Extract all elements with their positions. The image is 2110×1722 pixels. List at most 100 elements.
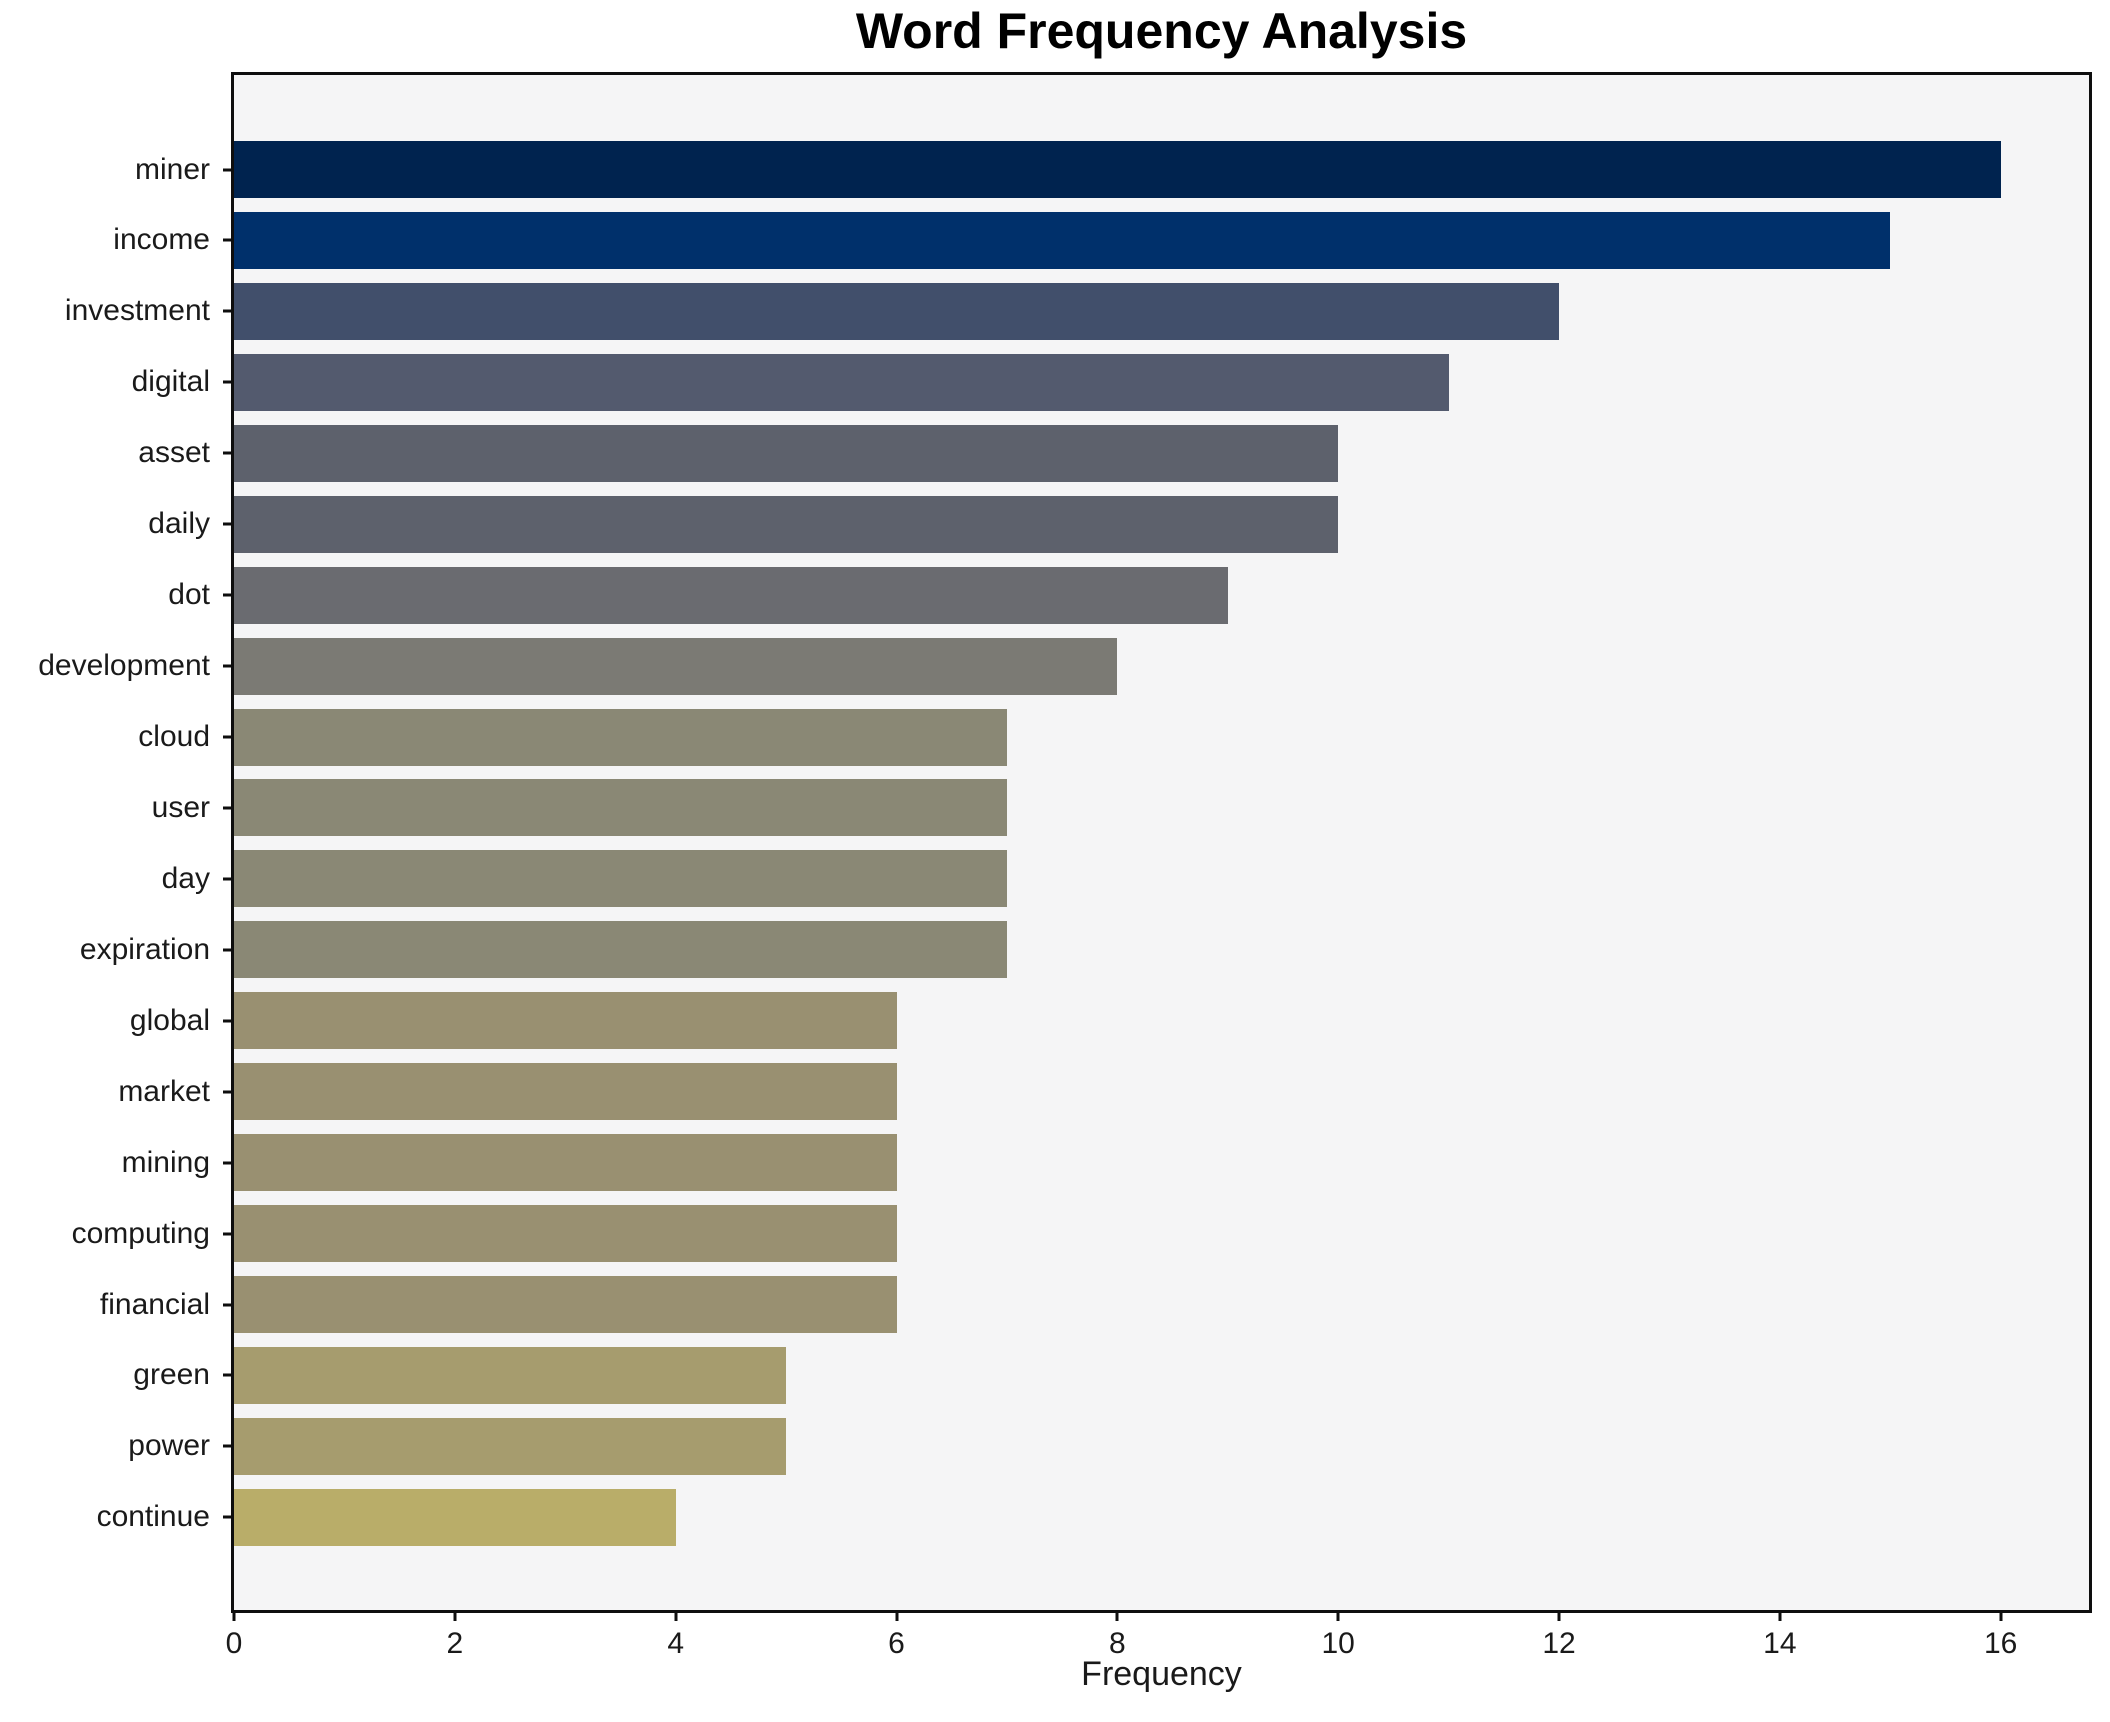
chart-title: Word Frequency Analysis <box>855 3 1468 59</box>
frequency-bar <box>234 1276 897 1333</box>
x-tick-mark <box>1999 1610 2003 1621</box>
frequency-bar <box>234 495 1339 553</box>
y-tick-mark <box>223 1303 234 1306</box>
bar-row: income <box>113 211 2089 269</box>
frequency-bar <box>234 1134 897 1192</box>
x-tick-mark <box>232 1610 236 1621</box>
y-tick-mark <box>223 1161 234 1165</box>
bar-row: investment <box>65 282 2089 340</box>
y-tick-mark <box>223 735 234 739</box>
x-axis-title: Frequency <box>1081 1655 1242 1693</box>
y-tick-mark <box>223 168 234 171</box>
bar-row: market <box>118 1063 2089 1121</box>
y-tick-mark <box>223 877 234 881</box>
frequency-bar <box>234 1488 676 1546</box>
y-tick-mark <box>223 1232 234 1236</box>
y-axis-label: financial <box>99 1287 210 1321</box>
x-tick-label: 14 <box>1763 1627 1797 1660</box>
y-axis-label: mining <box>121 1145 210 1179</box>
y-tick-mark <box>223 309 234 313</box>
bar-row: daily <box>148 495 2089 553</box>
y-axis-label: user <box>151 790 210 824</box>
frequency-bar <box>234 850 1007 908</box>
bar-row: miner <box>135 141 2089 198</box>
y-axis-label: income <box>113 223 210 257</box>
frequency-bar <box>234 566 1228 624</box>
y-axis-label: digital <box>131 365 210 399</box>
frequency-bar <box>234 1346 787 1404</box>
y-axis-label: expiration <box>79 932 210 966</box>
x-tick-label: 2 <box>446 1627 464 1660</box>
y-axis-label: daily <box>148 507 210 541</box>
y-axis-label: global <box>129 1003 210 1037</box>
frequency-bar <box>234 708 1007 766</box>
y-axis-label: cloud <box>138 720 210 753</box>
y-tick-mark <box>223 593 234 597</box>
y-tick-mark <box>223 1515 234 1519</box>
frequency-bar <box>234 141 2001 198</box>
frequency-bar <box>234 992 897 1050</box>
y-tick-mark <box>223 1373 234 1377</box>
bar-row: cloud <box>138 708 2089 766</box>
y-tick-mark <box>223 1444 234 1448</box>
x-tick-label: 10 <box>1321 1627 1355 1660</box>
y-axis-label: asset <box>138 436 210 470</box>
frequency-bar <box>234 1063 897 1121</box>
bar-row: expiration <box>80 921 2089 979</box>
bar-row: continue <box>97 1488 2089 1546</box>
y-axis-label: development <box>38 649 210 683</box>
y-tick-mark <box>223 380 234 384</box>
y-tick-mark <box>223 451 234 455</box>
x-tick-label: 8 <box>1108 1627 1126 1660</box>
bar-row: power <box>128 1417 2089 1475</box>
y-tick-mark <box>223 1019 234 1023</box>
x-tick-label: 0 <box>225 1627 243 1660</box>
x-tick-label: 16 <box>1983 1627 2018 1660</box>
bar-row: mining <box>122 1134 2089 1192</box>
frequency-bar <box>234 921 1007 979</box>
y-axis-label: green <box>133 1358 210 1392</box>
y-axis-label: market <box>118 1074 210 1108</box>
x-tick-mark <box>1115 1610 1119 1621</box>
y-tick-mark <box>223 238 234 242</box>
frequency-bar <box>234 1205 897 1263</box>
x-tick-label: 6 <box>888 1627 905 1660</box>
y-tick-mark <box>223 522 234 526</box>
frequency-bar <box>234 779 1007 837</box>
x-tick-label: 4 <box>667 1627 684 1660</box>
x-tick-mark <box>674 1610 678 1621</box>
y-tick-mark <box>223 806 234 810</box>
frequency-bar <box>234 353 1449 411</box>
bar-row: development <box>38 637 2089 695</box>
y-tick-mark <box>223 1090 234 1094</box>
bar-row: green <box>133 1346 2089 1404</box>
bar-row: asset <box>138 424 2089 482</box>
bar-row: digital <box>132 353 2089 411</box>
y-axis-label: computing <box>71 1216 210 1250</box>
y-axis-label: continue <box>96 1500 210 1534</box>
x-tick-mark <box>1778 1610 1782 1621</box>
bar-row: day <box>162 850 2089 908</box>
frequency-bar <box>234 1417 787 1475</box>
bar-row: computing <box>72 1205 2089 1263</box>
y-axis-label: power <box>128 1429 210 1463</box>
y-axis-label: dot <box>168 578 210 612</box>
y-tick-mark <box>223 664 234 668</box>
frequency-bar <box>234 211 1891 269</box>
bar-row: global <box>130 992 2089 1050</box>
x-tick-mark <box>1557 1610 1561 1621</box>
frequency-bar <box>234 282 1559 340</box>
y-axis-label: day <box>161 861 210 895</box>
x-tick-label: 12 <box>1542 1627 1576 1660</box>
bar-row: dot <box>168 566 2089 624</box>
y-axis-label: miner <box>134 152 210 186</box>
y-axis-label: investment <box>64 294 210 328</box>
x-tick-mark <box>895 1610 898 1621</box>
y-tick-mark <box>223 948 234 952</box>
bar-rows-container: miner income investment digital asset daily do… <box>38 75 2089 1610</box>
frequency-bar <box>234 637 1118 695</box>
plot-area: miner income investment digital asset daily do… <box>38 72 2092 1660</box>
frequency-bar <box>234 424 1339 482</box>
bar-row: user <box>152 779 2089 837</box>
